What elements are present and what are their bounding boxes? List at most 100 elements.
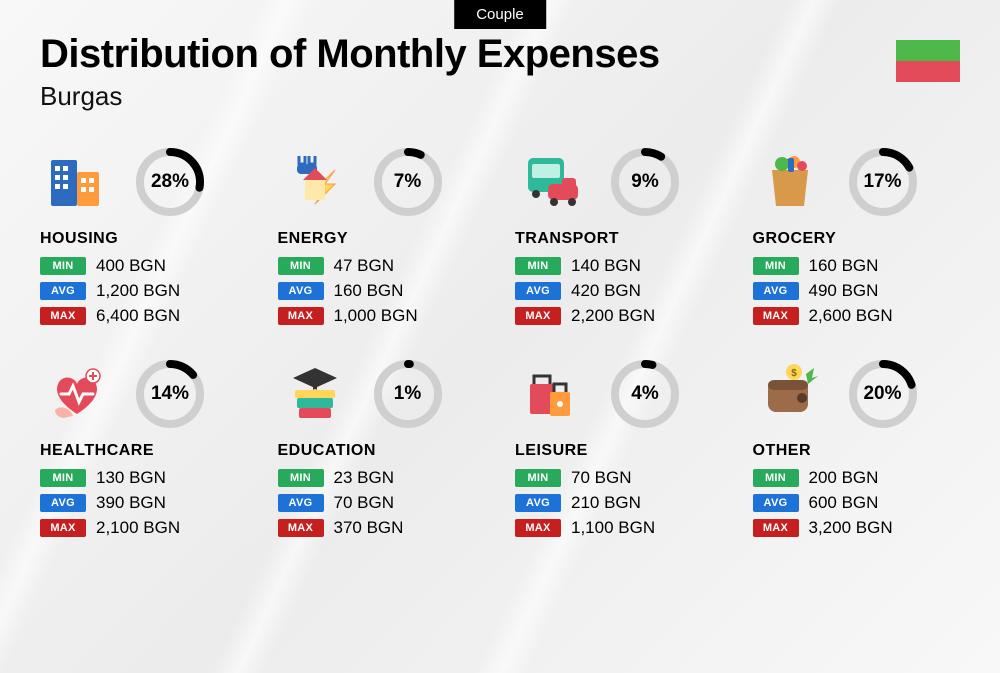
- stat-min: MIN 160 BGN: [753, 256, 961, 276]
- svg-text:$: $: [791, 368, 797, 379]
- val-min: 130 BGN: [96, 468, 166, 488]
- stat-min: MIN 400 BGN: [40, 256, 248, 276]
- pill-avg: AVG: [278, 494, 324, 512]
- val-max: 3,200 BGN: [809, 518, 893, 538]
- val-min: 160 BGN: [809, 256, 879, 276]
- val-min: 200 BGN: [809, 468, 879, 488]
- category-label: EDUCATION: [278, 442, 486, 460]
- header: Distribution of Monthly Expenses Burgas: [0, 0, 1000, 122]
- category-stats: MIN 160 BGN AVG 490 BGN MAX 2,600 BGN: [753, 256, 961, 326]
- stat-min: MIN 200 BGN: [753, 468, 961, 488]
- stat-avg: AVG 70 BGN: [278, 493, 486, 513]
- category-card-leisure: 4% LEISURE MIN 70 BGN AVG 210 BGN MAX 1,…: [515, 354, 723, 538]
- stat-max: MAX 1,000 BGN: [278, 306, 486, 326]
- pill-avg: AVG: [40, 282, 86, 300]
- healthcare-icon: [40, 357, 114, 431]
- percent-donut-housing: 28%: [132, 144, 208, 220]
- stat-min: MIN 70 BGN: [515, 468, 723, 488]
- pill-max: MAX: [40, 307, 86, 325]
- pill-min: MIN: [278, 257, 324, 275]
- category-card-transport: 9% TRANSPORT MIN 140 BGN AVG 420 BGN MAX…: [515, 142, 723, 326]
- stat-avg: AVG 1,200 BGN: [40, 281, 248, 301]
- val-min: 47 BGN: [334, 256, 394, 276]
- other-icon: $: [753, 357, 827, 431]
- val-min: 400 BGN: [96, 256, 166, 276]
- percent-value: 1%: [370, 356, 446, 432]
- val-avg: 600 BGN: [809, 493, 879, 513]
- percent-donut-healthcare: 14%: [132, 356, 208, 432]
- city-subtitle: Burgas: [40, 81, 960, 112]
- stat-avg: AVG 160 BGN: [278, 281, 486, 301]
- pill-avg: AVG: [515, 282, 561, 300]
- val-avg: 390 BGN: [96, 493, 166, 513]
- pill-min: MIN: [753, 469, 799, 487]
- pill-avg: AVG: [40, 494, 86, 512]
- stat-max: MAX 370 BGN: [278, 518, 486, 538]
- housing-icon: [40, 145, 114, 219]
- education-icon: [278, 357, 352, 431]
- stat-min: MIN 23 BGN: [278, 468, 486, 488]
- val-avg: 420 BGN: [571, 281, 641, 301]
- pill-min: MIN: [753, 257, 799, 275]
- stat-max: MAX 2,200 BGN: [515, 306, 723, 326]
- category-stats: MIN 200 BGN AVG 600 BGN MAX 3,200 BGN: [753, 468, 961, 538]
- val-avg: 1,200 BGN: [96, 281, 180, 301]
- pill-max: MAX: [515, 519, 561, 537]
- val-min: 140 BGN: [571, 256, 641, 276]
- pill-min: MIN: [40, 257, 86, 275]
- category-stats: MIN 23 BGN AVG 70 BGN MAX 370 BGN: [278, 468, 486, 538]
- val-max: 1,000 BGN: [334, 306, 418, 326]
- category-label: GROCERY: [753, 230, 961, 248]
- category-stats: MIN 130 BGN AVG 390 BGN MAX 2,100 BGN: [40, 468, 248, 538]
- percent-value: 28%: [132, 144, 208, 220]
- val-max: 2,200 BGN: [571, 306, 655, 326]
- percent-value: 17%: [845, 144, 921, 220]
- category-stats: MIN 400 BGN AVG 1,200 BGN MAX 6,400 BGN: [40, 256, 248, 326]
- category-label: HOUSING: [40, 230, 248, 248]
- categories-grid: 28% HOUSING MIN 400 BGN AVG 1,200 BGN MA…: [0, 122, 1000, 568]
- leisure-icon: [515, 357, 589, 431]
- category-label: OTHER: [753, 442, 961, 460]
- val-avg: 210 BGN: [571, 493, 641, 513]
- val-min: 23 BGN: [334, 468, 394, 488]
- val-avg: 490 BGN: [809, 281, 879, 301]
- stat-max: MAX 1,100 BGN: [515, 518, 723, 538]
- stat-max: MAX 3,200 BGN: [753, 518, 961, 538]
- pill-min: MIN: [515, 469, 561, 487]
- stat-min: MIN 47 BGN: [278, 256, 486, 276]
- pill-min: MIN: [40, 469, 86, 487]
- category-card-housing: 28% HOUSING MIN 400 BGN AVG 1,200 BGN MA…: [40, 142, 248, 326]
- category-card-education: 1% EDUCATION MIN 23 BGN AVG 70 BGN MAX 3…: [278, 354, 486, 538]
- category-card-other: $ 20% OTHER MIN 200 BGN AVG 600 BGN: [753, 354, 961, 538]
- percent-donut-education: 1%: [370, 356, 446, 432]
- stat-avg: AVG 420 BGN: [515, 281, 723, 301]
- stat-avg: AVG 600 BGN: [753, 493, 961, 513]
- category-stats: MIN 140 BGN AVG 420 BGN MAX 2,200 BGN: [515, 256, 723, 326]
- category-card-grocery: 17% GROCERY MIN 160 BGN AVG 490 BGN MAX …: [753, 142, 961, 326]
- pill-avg: AVG: [515, 494, 561, 512]
- percent-donut-energy: 7%: [370, 144, 446, 220]
- val-max: 2,100 BGN: [96, 518, 180, 538]
- stat-avg: AVG 210 BGN: [515, 493, 723, 513]
- pill-max: MAX: [753, 307, 799, 325]
- category-label: LEISURE: [515, 442, 723, 460]
- pill-min: MIN: [278, 469, 324, 487]
- stat-min: MIN 140 BGN: [515, 256, 723, 276]
- category-card-energy: 7% ENERGY MIN 47 BGN AVG 160 BGN MAX 1,0…: [278, 142, 486, 326]
- category-label: TRANSPORT: [515, 230, 723, 248]
- grocery-icon: [753, 145, 827, 219]
- pill-avg: AVG: [278, 282, 324, 300]
- stat-min: MIN 130 BGN: [40, 468, 248, 488]
- val-avg: 70 BGN: [334, 493, 394, 513]
- val-avg: 160 BGN: [334, 281, 404, 301]
- transport-icon: [515, 145, 589, 219]
- val-max: 2,600 BGN: [809, 306, 893, 326]
- pill-max: MAX: [40, 519, 86, 537]
- page-title: Distribution of Monthly Expenses: [40, 32, 960, 77]
- percent-donut-grocery: 17%: [845, 144, 921, 220]
- stat-max: MAX 6,400 BGN: [40, 306, 248, 326]
- category-card-healthcare: 14% HEALTHCARE MIN 130 BGN AVG 390 BGN M…: [40, 354, 248, 538]
- val-min: 70 BGN: [571, 468, 631, 488]
- percent-value: 4%: [607, 356, 683, 432]
- pill-max: MAX: [278, 307, 324, 325]
